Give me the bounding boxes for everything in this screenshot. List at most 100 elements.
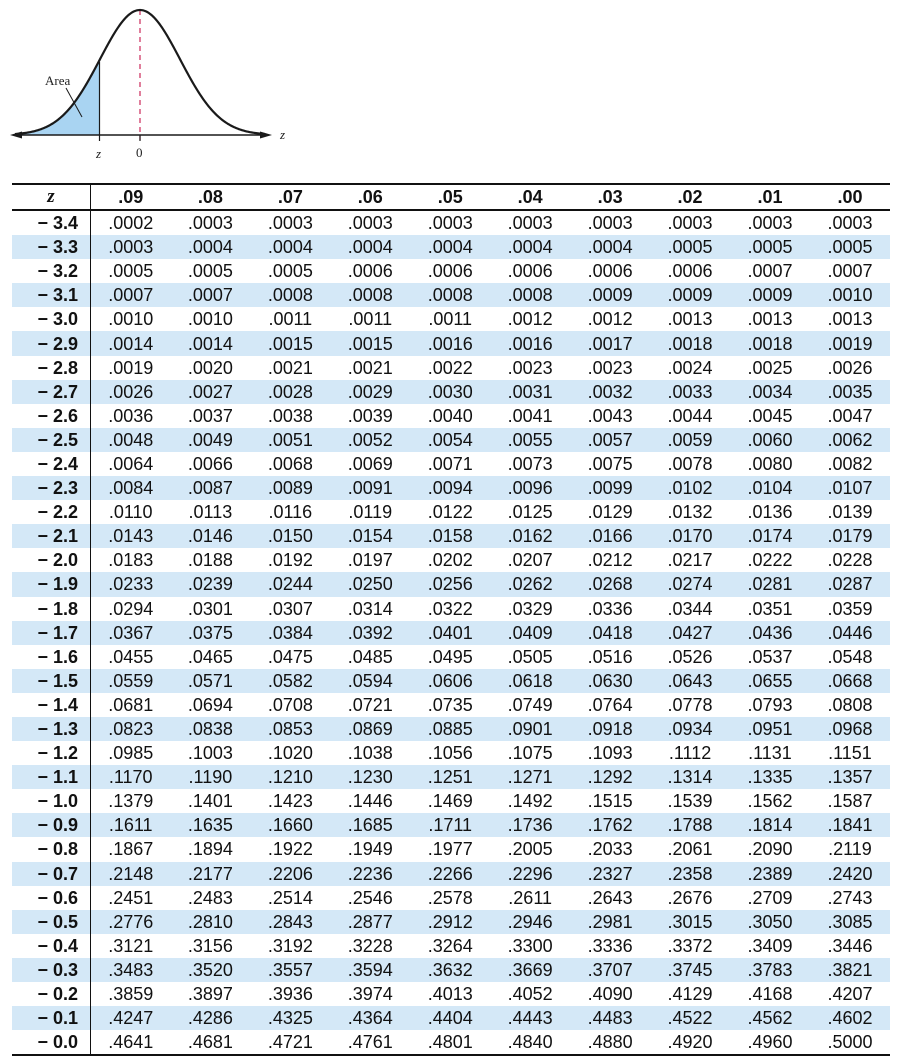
probability-cell: .2358 bbox=[650, 861, 730, 886]
column-header: .09 bbox=[90, 183, 171, 211]
probability-cell: .0016 bbox=[410, 331, 491, 356]
probability-cell: .0668 bbox=[809, 668, 890, 693]
probability-cell: .4364 bbox=[330, 1006, 411, 1031]
probability-cell: .0003 bbox=[507, 213, 553, 234]
probability-cell: .3192 bbox=[267, 935, 313, 956]
probability-cell: .1093 bbox=[587, 743, 633, 764]
z-column-header: z bbox=[12, 183, 91, 211]
probability-cell: .0202 bbox=[427, 550, 473, 571]
probability-cell: .3859 bbox=[108, 984, 154, 1005]
probability-cell: .0015 bbox=[330, 331, 411, 356]
probability-cell: .3336 bbox=[587, 935, 633, 956]
probability-cell: .0869 bbox=[330, 716, 411, 742]
probability-cell: .2420 bbox=[809, 861, 890, 886]
probability-cell: .0455 bbox=[108, 646, 154, 667]
probability-cell: .0078 bbox=[667, 453, 713, 474]
probability-cell: .1314 bbox=[650, 765, 730, 790]
probability-cell: .0188 bbox=[187, 550, 233, 571]
z-value-cell: − 0.3 bbox=[12, 957, 91, 982]
probability-cell: .0014 bbox=[90, 331, 171, 356]
probability-cell: .2119 bbox=[828, 839, 872, 860]
probability-cell: .3483 bbox=[90, 957, 171, 982]
probability-cell: .0037 bbox=[187, 405, 233, 426]
probability-cell: .4522 bbox=[650, 1006, 730, 1031]
z-value-cell: − 0.4 bbox=[12, 933, 91, 958]
probability-cell: .0019 bbox=[108, 357, 154, 378]
probability-cell: .0036 bbox=[108, 405, 154, 426]
probability-cell: .2483 bbox=[187, 887, 233, 908]
probability-cell: .1230 bbox=[330, 765, 411, 790]
probability-cell: .0073 bbox=[507, 453, 553, 474]
probability-cell: .0951 bbox=[730, 716, 810, 742]
z-value-cell: − 2.4 bbox=[12, 451, 91, 477]
probability-cell: .0110 bbox=[108, 502, 153, 523]
probability-cell: .4052 bbox=[507, 984, 553, 1005]
probability-cell: .0024 bbox=[667, 357, 713, 378]
z-value-cell: − 1.5 bbox=[12, 668, 91, 693]
probability-cell: .1357 bbox=[809, 765, 890, 790]
probability-cell: .3264 bbox=[427, 935, 473, 956]
probability-cell: .0031 bbox=[490, 379, 571, 404]
probability-cell: .1562 bbox=[747, 791, 793, 812]
probability-cell: .3300 bbox=[507, 935, 553, 956]
probability-cell: .0044 bbox=[667, 405, 713, 426]
probability-cell: .3745 bbox=[650, 957, 730, 982]
probability-cell: .0244 bbox=[250, 572, 331, 597]
z-value-cell: − 0.1 bbox=[12, 1006, 91, 1031]
probability-cell: .4325 bbox=[250, 1006, 331, 1031]
probability-cell: .0166 bbox=[570, 524, 651, 549]
probability-cell: .0526 bbox=[667, 646, 713, 667]
probability-cell: .0003 bbox=[90, 235, 171, 260]
table-row: − 3.1.0007.0007.0008.0008.0008.0008.0009… bbox=[12, 283, 890, 308]
probability-cell: .1814 bbox=[730, 813, 810, 838]
table-row: − 0.9.1611.1635.1660.1685.1711.1736.1762… bbox=[12, 813, 890, 838]
probability-cell: .4641 bbox=[90, 1030, 171, 1057]
probability-cell: .0643 bbox=[650, 668, 730, 693]
probability-cell: .0268 bbox=[570, 572, 651, 597]
probability-cell: .1949 bbox=[347, 839, 393, 860]
probability-cell: .2266 bbox=[410, 861, 491, 886]
table-row: − 2.3.0084.0087.0089.0091.0094.0096.0099… bbox=[12, 476, 890, 501]
probability-cell: .0838 bbox=[170, 716, 251, 742]
table-row: − 1.9.0233.0239.0244.0250.0256.0262.0268… bbox=[12, 572, 890, 597]
probability-cell: .0010 bbox=[809, 283, 890, 308]
probability-cell: .0039 bbox=[347, 405, 393, 426]
probability-cell: .1635 bbox=[170, 813, 251, 838]
probability-cell: .3121 bbox=[108, 935, 154, 956]
probability-cell: .0594 bbox=[330, 668, 411, 693]
probability-cell: .0102 bbox=[650, 476, 730, 501]
probability-cell: .3446 bbox=[827, 935, 873, 956]
probability-cell: .1151 bbox=[828, 743, 872, 764]
probability-cell: .0113 bbox=[188, 502, 233, 523]
probability-cell: .0006 bbox=[427, 261, 473, 282]
probability-cell: .1210 bbox=[250, 765, 331, 790]
probability-cell: .0307 bbox=[267, 598, 313, 619]
probability-cell: .0011 bbox=[428, 309, 473, 330]
probability-cell: .0025 bbox=[747, 357, 793, 378]
probability-cell: .3936 bbox=[267, 984, 313, 1005]
probability-cell: .0049 bbox=[170, 427, 251, 452]
probability-cell: .4129 bbox=[667, 984, 713, 1005]
probability-cell: .4562 bbox=[730, 1006, 810, 1031]
probability-cell: .0084 bbox=[90, 476, 171, 501]
probability-cell: .0005 bbox=[730, 235, 810, 260]
probability-cell: .0016 bbox=[490, 331, 571, 356]
probability-cell: .4880 bbox=[570, 1030, 651, 1057]
probability-cell: .0694 bbox=[187, 694, 233, 715]
z-value-cell: − 1.9 bbox=[12, 572, 91, 597]
table-row: − 0.1.4247.4286.4325.4364.4404.4443.4483… bbox=[12, 1006, 890, 1031]
probability-cell: .0075 bbox=[587, 453, 633, 474]
probability-cell: .0885 bbox=[410, 716, 491, 742]
probability-cell: .0495 bbox=[427, 646, 473, 667]
probability-cell: .2709 bbox=[747, 887, 793, 908]
probability-cell: .0630 bbox=[570, 668, 651, 693]
probability-cell: .0029 bbox=[330, 379, 411, 404]
z-marker-label: z bbox=[95, 146, 101, 161]
table-row: − 1.4 .0681 .0694 .0708 .0721 .0735 .0749 .0764… bbox=[12, 692, 890, 717]
probability-cell: .0005 bbox=[650, 235, 730, 260]
table-row: − 0.3.3483.3520.3557.3594.3632.3669.3707… bbox=[12, 957, 890, 982]
probability-cell: .0359 bbox=[827, 598, 873, 619]
probability-cell: .3897 bbox=[187, 984, 233, 1005]
probability-cell: .0004 bbox=[250, 235, 331, 260]
probability-cell: .2946 bbox=[490, 909, 571, 934]
